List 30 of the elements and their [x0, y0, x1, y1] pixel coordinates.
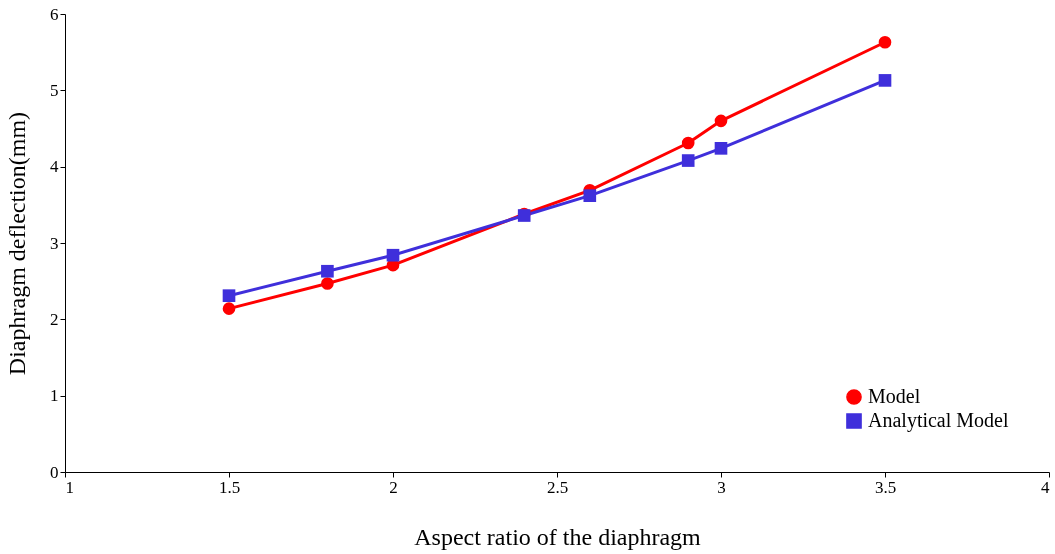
x-tick-label: 2	[389, 477, 398, 497]
point	[714, 142, 728, 155]
point	[878, 35, 892, 49]
x-tick-label: 1.5	[218, 477, 241, 497]
x-tick-label: 2.5	[546, 477, 569, 497]
point	[714, 114, 728, 128]
y-tick-label: 3	[50, 233, 59, 253]
y-tick-label: 0	[50, 462, 59, 482]
point	[583, 189, 597, 202]
y-tick-label: 2	[50, 309, 59, 329]
point	[681, 136, 695, 150]
legend-label: Model	[868, 385, 921, 407]
x-tick-label: 3.5	[874, 477, 897, 497]
x-tick-label: 1	[65, 477, 74, 497]
point	[321, 264, 334, 278]
x-tick-label: 3	[717, 477, 726, 497]
y-axis-title: Diaphragm deflection(mm)	[4, 111, 30, 376]
y-tick-label: 5	[50, 80, 59, 100]
point	[386, 248, 400, 262]
y-tick-label: 4	[50, 157, 59, 177]
point	[681, 154, 695, 167]
y-tick-label: 6	[50, 4, 59, 24]
x-axis-title: Aspect ratio of the diaphragm	[414, 523, 702, 550]
y-tick-label: 1	[50, 386, 59, 406]
point	[222, 289, 236, 302]
point	[222, 302, 236, 315]
point	[321, 277, 334, 290]
x-tick-label: 4	[1041, 477, 1050, 497]
legend-label: Analytical Model	[868, 409, 1009, 432]
point	[878, 74, 892, 87]
